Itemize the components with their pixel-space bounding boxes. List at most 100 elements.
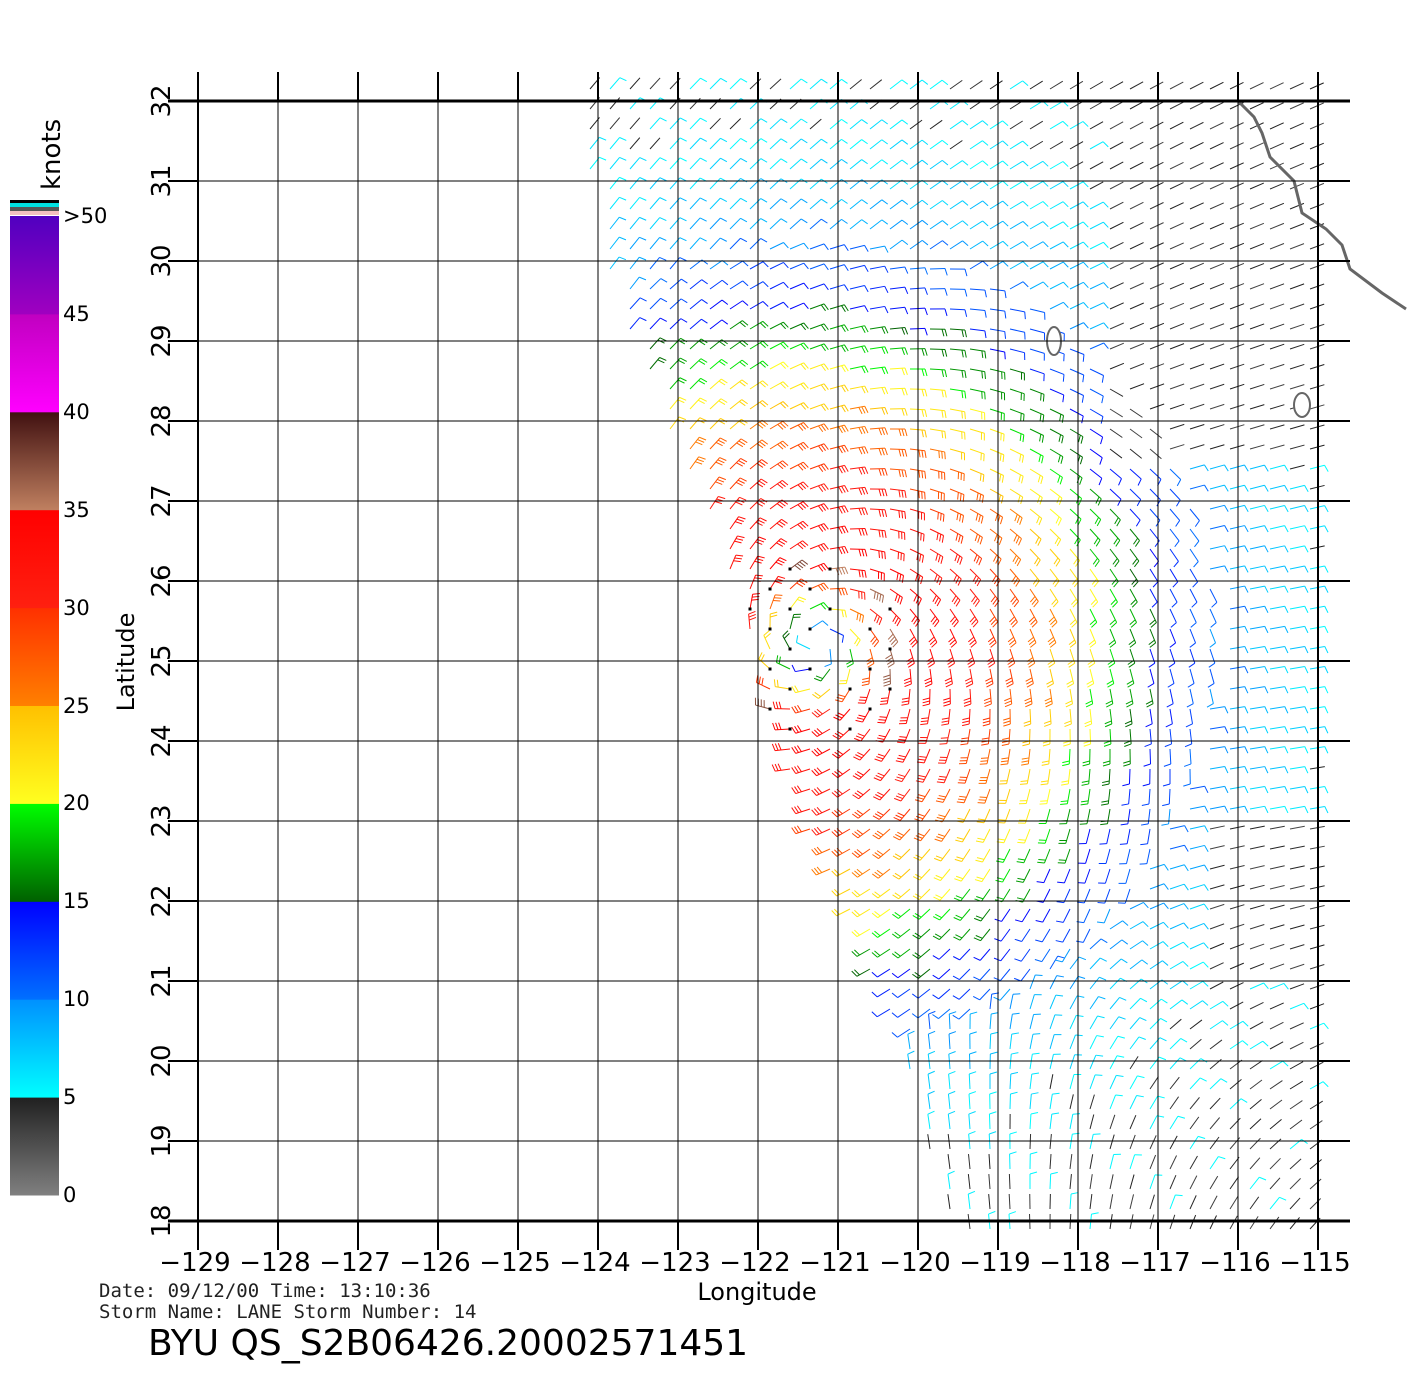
barb-staff xyxy=(941,808,951,823)
barb-staff xyxy=(1229,864,1245,870)
barb-staff xyxy=(1089,428,1103,438)
barb-staff xyxy=(1269,182,1285,190)
barb-feather xyxy=(1102,221,1109,228)
barb-staff xyxy=(959,968,971,980)
barb-feather xyxy=(1078,434,1081,443)
wind-barb xyxy=(1049,468,1063,485)
wind-barb xyxy=(909,428,927,438)
wind-barb xyxy=(1249,1079,1263,1090)
wind-barb xyxy=(1289,666,1309,674)
wind-barb xyxy=(1189,980,1209,990)
wind-barb xyxy=(1229,1117,1241,1130)
barb-feather xyxy=(947,1170,955,1175)
barb-feather xyxy=(1220,1078,1228,1083)
barb-feather xyxy=(1116,1055,1125,1058)
barb-staff xyxy=(929,488,945,494)
barb-feather xyxy=(916,815,924,820)
barb-feather xyxy=(921,159,929,166)
barb-staff xyxy=(1269,982,1285,990)
wind-barb xyxy=(938,748,951,764)
barb-staff xyxy=(1005,788,1011,804)
barb-feather xyxy=(1017,858,1026,861)
wind-barb xyxy=(1066,668,1075,688)
barb-feather xyxy=(803,242,809,250)
barb-staff xyxy=(729,535,738,550)
barb-feather xyxy=(921,348,925,356)
barb-staff xyxy=(969,528,983,538)
barb-feather xyxy=(861,615,865,623)
barb-feather xyxy=(841,158,848,164)
wind-barb xyxy=(852,768,871,780)
barb-feather xyxy=(762,281,769,288)
wind-barb xyxy=(1209,706,1229,714)
barb-feather xyxy=(1279,1196,1287,1201)
wind-barb xyxy=(1169,403,1185,410)
barb-feather xyxy=(864,345,869,353)
wind-barb xyxy=(1149,921,1169,930)
barb-feather xyxy=(915,573,919,581)
barb-staff xyxy=(649,278,662,290)
barb-staff xyxy=(1089,1054,1097,1070)
barb-feather xyxy=(720,378,728,384)
barb-staff xyxy=(769,242,784,250)
barb-feather xyxy=(1000,760,1009,763)
wind-barb xyxy=(1269,525,1289,533)
wind-barb xyxy=(749,400,769,410)
barb-feather xyxy=(959,514,962,522)
barb-staff xyxy=(927,1054,931,1070)
wind-barb xyxy=(1289,484,1309,492)
barb-staff xyxy=(1049,975,1058,990)
barb-feather xyxy=(1049,642,1057,648)
barb-staff xyxy=(1088,768,1091,784)
wind-barb xyxy=(869,427,888,436)
wind-barb xyxy=(1269,766,1289,774)
wind-barb xyxy=(769,261,789,270)
barb-staff xyxy=(907,1034,911,1050)
wind-barb xyxy=(872,828,891,840)
barb-feather xyxy=(1263,982,1269,989)
barb-staff xyxy=(1129,1154,1136,1170)
wind-barb xyxy=(1169,588,1178,608)
barb-feather xyxy=(1304,706,1309,714)
barb-staff xyxy=(989,1033,992,1050)
barb-staff xyxy=(876,988,891,998)
wind-barb xyxy=(1209,1020,1229,1030)
barb-feather xyxy=(1013,534,1018,542)
barb-staff xyxy=(1269,706,1285,710)
barb-staff xyxy=(1020,968,1031,982)
wind-barb xyxy=(1008,1193,1011,1210)
barb-feather xyxy=(1038,518,1043,526)
barb-feather xyxy=(917,813,925,817)
barb-feather xyxy=(1080,803,1088,806)
barb-feather xyxy=(1002,240,1009,247)
wind-barb xyxy=(1069,568,1080,588)
wind-barb xyxy=(1249,943,1265,950)
barb-staff xyxy=(909,468,925,472)
barb-staff xyxy=(1249,982,1264,990)
wind-barb xyxy=(1229,666,1249,674)
barb-feather xyxy=(856,612,859,621)
wind-barb xyxy=(1109,468,1122,486)
barb-feather xyxy=(1179,1057,1187,1062)
barb-feather xyxy=(772,722,776,731)
wind-barb xyxy=(1289,444,1305,450)
barb-feather xyxy=(1194,520,1200,527)
wind-barb xyxy=(789,540,809,550)
barb-staff xyxy=(1229,323,1245,330)
barb-staff xyxy=(1289,1217,1300,1230)
wind-barb xyxy=(1169,161,1184,170)
barb-feather xyxy=(1303,1002,1309,1010)
barb-feather xyxy=(838,526,843,534)
barb-staff xyxy=(1089,1015,1098,1030)
wind-barb xyxy=(989,448,1005,463)
barb-feather xyxy=(841,506,846,514)
barb-staff xyxy=(944,748,951,764)
barb-staff xyxy=(1106,808,1111,824)
barb-feather xyxy=(1120,823,1128,826)
barb-staff xyxy=(1209,1175,1219,1190)
barb-feather xyxy=(838,466,843,474)
barb-staff xyxy=(949,488,965,496)
wind-barb xyxy=(689,299,708,310)
barb-staff xyxy=(1169,608,1177,623)
wind-barb xyxy=(989,568,1001,587)
